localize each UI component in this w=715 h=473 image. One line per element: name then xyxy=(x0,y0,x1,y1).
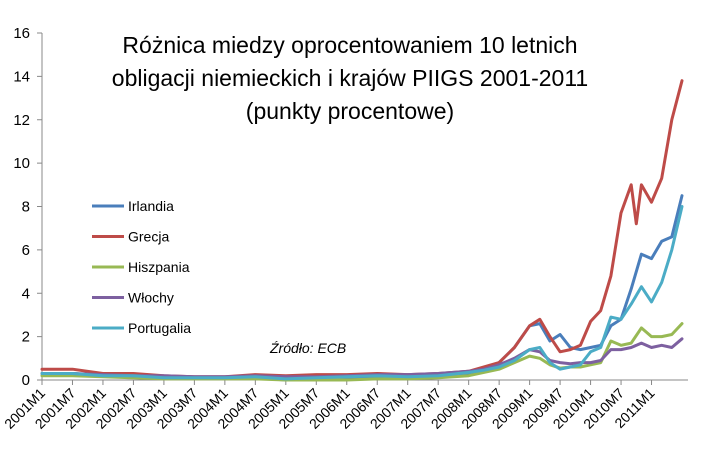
y-tick-label-5: 10 xyxy=(13,155,30,172)
chart-title-line-1: Różnica miedzy oprocentowaniem 10 letnic… xyxy=(122,32,577,58)
legend-label-4: Portugalia xyxy=(128,320,191,336)
legend-label-1: Grecja xyxy=(128,229,169,245)
x-axis-ticks: 2001M12001M72002M12002M72003M12003M72004… xyxy=(1,380,658,432)
legend: Irlandia Grecja Hiszpania Włochy Portugalia xyxy=(92,198,191,336)
chart-title-line-3: (punkty procentowe) xyxy=(246,98,454,124)
y-tick-label-1: 2 xyxy=(22,329,30,346)
source-note: Źródło: ECB xyxy=(269,340,346,356)
y-tick-label-6: 12 xyxy=(13,112,30,129)
chart-title-line-2: obligacji niemieckich i krajów PIIGS 200… xyxy=(112,65,588,91)
y-axis-ticks: 0 2 4 6 8 10 12 14 16 xyxy=(13,25,42,389)
y-tick-label-3: 6 xyxy=(22,242,30,259)
series-line-irlandia xyxy=(40,194,684,382)
y-tick-label-8: 16 xyxy=(13,25,30,42)
y-tick-label-0: 0 xyxy=(22,372,30,389)
series-lines xyxy=(40,79,684,382)
legend-label-3: Włochy xyxy=(128,290,174,306)
y-tick-label-4: 8 xyxy=(22,199,30,216)
legend-label-2: Hiszpania xyxy=(128,259,190,275)
chart-title: Różnica miedzy oprocentowaniem 10 letnic… xyxy=(112,32,588,124)
y-tick-label-2: 4 xyxy=(22,285,30,302)
legend-label-0: Irlandia xyxy=(128,198,174,214)
y-tick-label-7: 14 xyxy=(13,68,30,85)
series-line-portugalia xyxy=(40,205,684,381)
